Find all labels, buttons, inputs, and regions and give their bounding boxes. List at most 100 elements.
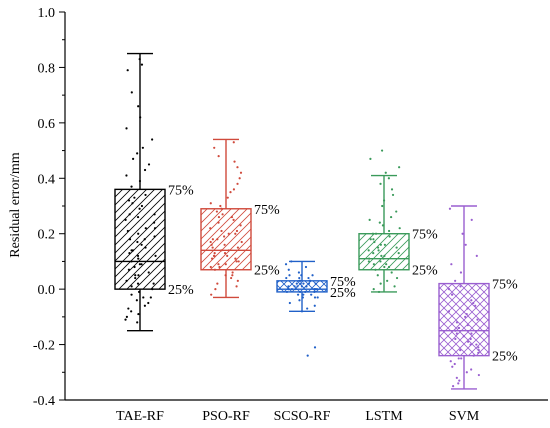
data-point [128, 252, 131, 255]
data-point [136, 240, 139, 244]
data-point [314, 282, 317, 285]
data-point [285, 276, 288, 280]
data-point [230, 276, 233, 280]
data-point [372, 252, 375, 255]
y-tick-label: 1.0 [38, 6, 56, 21]
data-point [144, 227, 147, 230]
data-point [137, 232, 140, 235]
data-point [379, 182, 382, 185]
data-point [137, 257, 140, 260]
iqr-box [358, 233, 410, 271]
data-point [130, 285, 133, 288]
data-point [305, 285, 308, 288]
data-point [298, 276, 301, 280]
data-point [450, 263, 453, 266]
data-point [372, 288, 375, 291]
data-point [140, 243, 143, 246]
data-point [124, 318, 127, 321]
data-point [128, 213, 131, 216]
data-point [367, 260, 370, 263]
data-point [127, 199, 131, 202]
data-point [125, 279, 128, 282]
data-point [477, 346, 480, 349]
data-point [454, 337, 457, 341]
q3-label: 75% [254, 203, 280, 218]
data-point [314, 288, 317, 291]
data-point [470, 368, 473, 371]
data-point [300, 274, 303, 277]
data-point [143, 168, 147, 172]
data-point [454, 329, 457, 332]
y-tick-label: 0.0 [38, 283, 56, 298]
data-point [130, 260, 133, 263]
y-tick-label: -0.4 [33, 394, 55, 409]
data-point [454, 279, 457, 282]
data-point [295, 282, 298, 285]
data-point [126, 229, 129, 233]
data-point [138, 58, 141, 61]
data-point [395, 276, 399, 280]
data-point [136, 282, 140, 285]
data-point [226, 196, 229, 199]
data-point [217, 215, 221, 219]
data-point [447, 288, 451, 291]
data-point [477, 373, 480, 377]
data-point [390, 188, 394, 191]
data-point [288, 274, 291, 277]
data-point [472, 301, 475, 305]
data-point [374, 268, 377, 271]
data-point [140, 204, 144, 208]
data-point [455, 376, 458, 379]
x-tick-label: LSTM [365, 409, 403, 424]
data-point [233, 160, 236, 163]
data-point [464, 315, 467, 318]
data-point [307, 282, 311, 285]
data-point [451, 293, 454, 296]
data-point [390, 271, 393, 274]
data-point [367, 249, 370, 252]
data-point [298, 290, 302, 294]
data-point [223, 243, 226, 246]
y-tick-label: 0.2 [38, 228, 56, 243]
data-point [239, 171, 243, 174]
data-point [459, 285, 462, 288]
data-point [213, 254, 216, 257]
data-point [464, 243, 467, 246]
data-point [209, 202, 212, 205]
data-point [477, 349, 480, 352]
data-point [383, 243, 386, 246]
data-point [126, 69, 129, 72]
box-svm [438, 205, 490, 390]
data-point [211, 238, 214, 241]
data-point [455, 321, 459, 324]
data-point [215, 210, 218, 213]
data-point [288, 301, 291, 305]
iqr-box [114, 188, 166, 290]
data-point [130, 293, 133, 296]
data-point [383, 265, 386, 269]
data-point [457, 382, 460, 385]
data-point [143, 304, 146, 307]
data-point [141, 146, 144, 149]
data-point [154, 254, 157, 257]
data-point [131, 202, 134, 205]
data-point [381, 204, 384, 208]
data-point [302, 282, 305, 285]
data-point [217, 155, 220, 158]
data-point [313, 290, 316, 294]
data-point [211, 246, 214, 249]
iqr-box [438, 282, 490, 357]
data-point [387, 265, 391, 269]
data-point [371, 232, 375, 235]
data-point [313, 304, 316, 307]
data-point [308, 279, 311, 282]
data-point [153, 213, 156, 216]
data-point [373, 240, 376, 244]
data-point [209, 265, 212, 269]
data-point [369, 157, 372, 160]
data-point [137, 312, 140, 316]
data-point [125, 315, 128, 318]
data-point [457, 326, 460, 330]
data-point [229, 191, 232, 194]
